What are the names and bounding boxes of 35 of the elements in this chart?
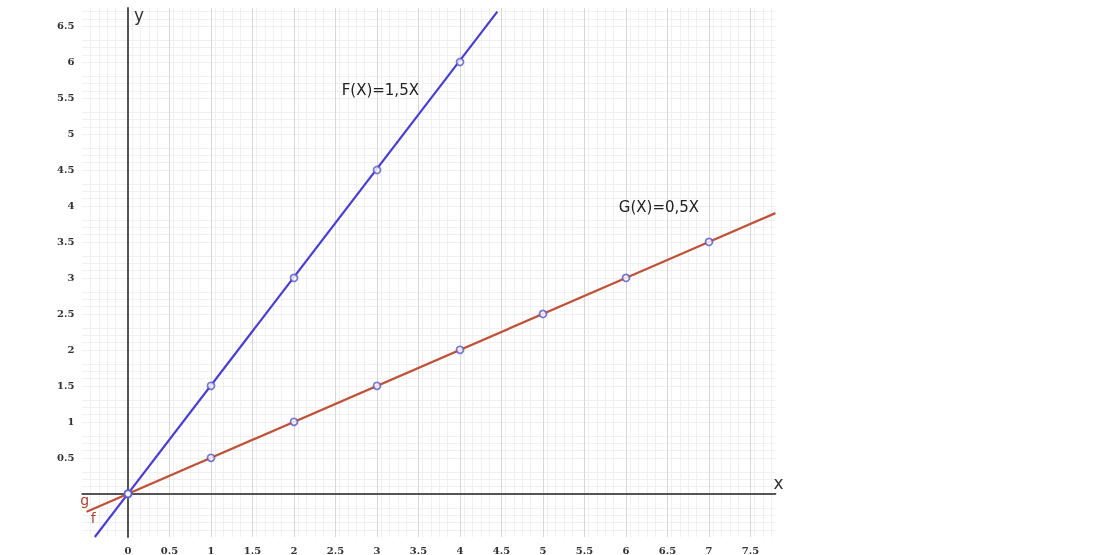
annotation: f — [90, 510, 97, 527]
y-tick-label: 4.5 — [56, 164, 75, 176]
x-tick-label: 6 — [622, 544, 630, 555]
x-tick-label: 7.5 — [741, 544, 760, 555]
x-axis-title: x — [773, 473, 784, 494]
y-axis-title: y — [134, 4, 145, 25]
y-tick-label: 3 — [67, 272, 75, 284]
x-tick-label: 6.5 — [658, 544, 677, 555]
x-tick-label: 4.5 — [492, 544, 511, 555]
x-tick-label: 0.5 — [160, 544, 179, 555]
series-label: F(X)=1,5X — [341, 81, 419, 100]
y-tick-label: 1 — [67, 416, 75, 428]
y-tick-label: 4 — [67, 200, 75, 212]
x-tick-label: 4 — [456, 544, 464, 555]
y-tick-label: 2 — [67, 344, 75, 356]
x-tick-label: 2 — [290, 544, 298, 555]
x-tick-label: 5 — [539, 544, 547, 555]
y-tick-label: 5 — [67, 128, 75, 140]
x-tick-label: 7 — [705, 544, 713, 555]
series-label: G(X)=0,5X — [618, 197, 700, 216]
y-tick-label: 0.5 — [56, 452, 75, 464]
annotation: g — [80, 492, 90, 509]
y-tick-label: 2.5 — [56, 308, 75, 320]
x-tick-label: 1.5 — [243, 544, 262, 555]
y-tick-label: 6 — [67, 56, 75, 68]
x-tick-label: 5.5 — [575, 544, 594, 555]
y-tick-label: 5.5 — [56, 92, 75, 104]
y-tick-label: 3.5 — [56, 236, 75, 248]
y-tick-label: 6.5 — [56, 20, 75, 32]
x-tick-label: 2.5 — [326, 544, 345, 555]
x-tick-label: 0 — [124, 544, 132, 555]
x-tick-label: 3.5 — [409, 544, 428, 555]
x-tick-label: 1 — [207, 544, 215, 555]
x-tick-label: 3 — [373, 544, 381, 555]
y-tick-label: 1.5 — [56, 380, 75, 392]
